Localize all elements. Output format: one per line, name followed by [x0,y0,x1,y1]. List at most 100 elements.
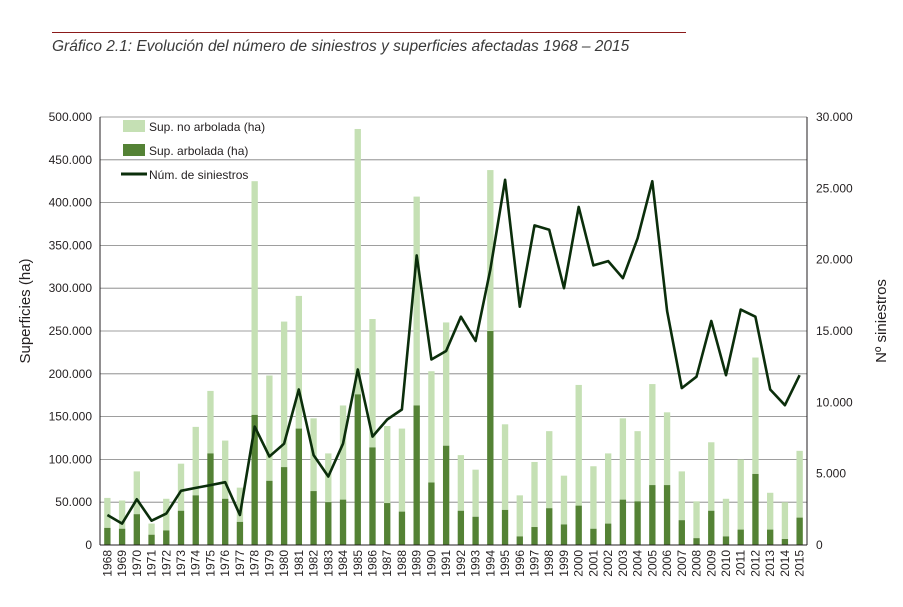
x-tick-label: 1991 [439,550,453,577]
bar-no-arbolada [516,495,523,537]
x-tick-label: 1975 [203,550,217,577]
bar-no-arbolada [708,442,715,511]
bar-no-arbolada [398,428,406,512]
bar-no-arbolada [369,319,376,448]
bar-no-arbolada [280,321,288,468]
x-tick-label: 1976 [218,550,232,577]
bar-arbolada [649,485,656,545]
bar-no-arbolada [693,501,700,539]
y2-tick-label: 0 [816,538,823,552]
x-tick-label: 1984 [336,550,350,577]
x-tick-label: 1986 [365,550,379,577]
bar-arbolada [604,523,612,545]
y2-tick-label: 15.000 [816,324,853,338]
x-tick-label: 2000 [572,550,586,577]
title-rule [52,32,686,33]
bar-no-arbolada [634,431,641,502]
x-tick-label: 2009 [704,550,718,577]
y-tick-label: 150.000 [49,410,93,424]
legend-label-siniestros: Núm. de siniestros [149,168,248,182]
bar-arbolada [575,505,582,545]
x-tick-label: 1998 [542,550,556,577]
bar-arbolada [192,495,199,545]
bar-arbolada [678,520,685,545]
bar-arbolada [222,498,229,545]
bar-arbolada [546,508,553,545]
bar-arbolada [413,405,420,545]
bar-arbolada [251,414,258,545]
x-tick-label: 2011 [734,550,748,576]
bar-arbolada [133,514,140,545]
bar-no-arbolada [295,295,303,429]
bar-arbolada [487,331,494,545]
bar-arbolada [177,510,185,545]
bar-no-arbolada [472,469,479,517]
bar-no-arbolada [118,500,126,529]
legend-swatch-arbolada [123,144,145,156]
bar-arbolada [767,529,774,545]
bar-arbolada [310,491,317,545]
bar-arbolada [737,529,744,545]
bars [104,128,803,545]
bar-no-arbolada [590,466,597,529]
x-tick-label: 2014 [778,550,792,577]
chart-title: Gráfico 2.1: Evolución del número de sin… [52,38,630,55]
y2-tick-label: 5.000 [816,467,846,481]
y2-axis-title: Nº siniestros [873,279,890,363]
x-tick-label: 1983 [321,550,335,577]
bar-no-arbolada [251,181,258,415]
bar-arbolada [516,536,523,545]
y-tick-label: 300.000 [49,281,93,295]
bar-no-arbolada [560,475,568,525]
y2-tick-label: 20.000 [816,253,853,267]
bar-no-arbolada [104,497,111,528]
x-tick-label: 1968 [100,550,114,577]
bar-arbolada [781,539,789,545]
bar-arbolada [531,527,538,545]
bar-arbolada [590,528,597,545]
bar-arbolada [163,530,170,545]
y-tick-label: 350.000 [49,238,93,252]
x-tick-label: 1981 [292,550,306,577]
x-tick-label: 1982 [307,550,321,577]
x-tick-label: 1970 [130,550,144,577]
bar-arbolada [560,524,568,545]
legend-label-no-arbolada: Sup. no arbolada (ha) [149,120,265,134]
grid [100,116,807,503]
x-tick-label: 1987 [380,550,394,577]
bar-no-arbolada [678,471,685,521]
legend-label-arbolada: Sup. arbolada (ha) [149,144,248,158]
bar-arbolada [384,503,391,545]
y2-tick-label: 25.000 [816,181,853,195]
x-tick-label: 1973 [174,550,188,577]
y-tick-label: 450.000 [49,153,93,167]
x-tick-label: 1990 [424,550,438,577]
bar-no-arbolada [384,426,391,504]
bar-arbolada [428,482,435,545]
y-tick-label: 400.000 [49,196,93,210]
x-tick-label: 1997 [528,550,542,577]
bar-no-arbolada [604,453,612,524]
bar-arbolada [325,502,332,545]
legend-swatch-no-arbolada [123,120,145,132]
bar-arbolada [708,510,715,545]
bar-arbolada [236,521,244,545]
bar-no-arbolada [177,463,185,511]
x-tick-label: 1985 [351,550,365,577]
y2-tick-label: 30.000 [816,110,853,124]
legend: Sup. no arbolada (ha) Sup. arbolada (ha)… [121,120,265,182]
bar-arbolada [442,445,450,545]
y-tick-label: 100.000 [49,452,93,466]
x-tick-label: 2006 [660,550,674,577]
bar-no-arbolada [222,440,229,499]
x-tick-label: 2007 [675,550,689,577]
bar-arbolada [339,499,347,545]
x-tick-label: 1999 [557,550,571,577]
bar-no-arbolada [487,170,494,331]
bar-arbolada [752,473,759,545]
y2-tick-label: 10.000 [816,395,853,409]
x-tick-label: 1971 [145,550,159,577]
bar-no-arbolada [207,390,214,454]
y-tick-label: 250.000 [49,324,93,338]
